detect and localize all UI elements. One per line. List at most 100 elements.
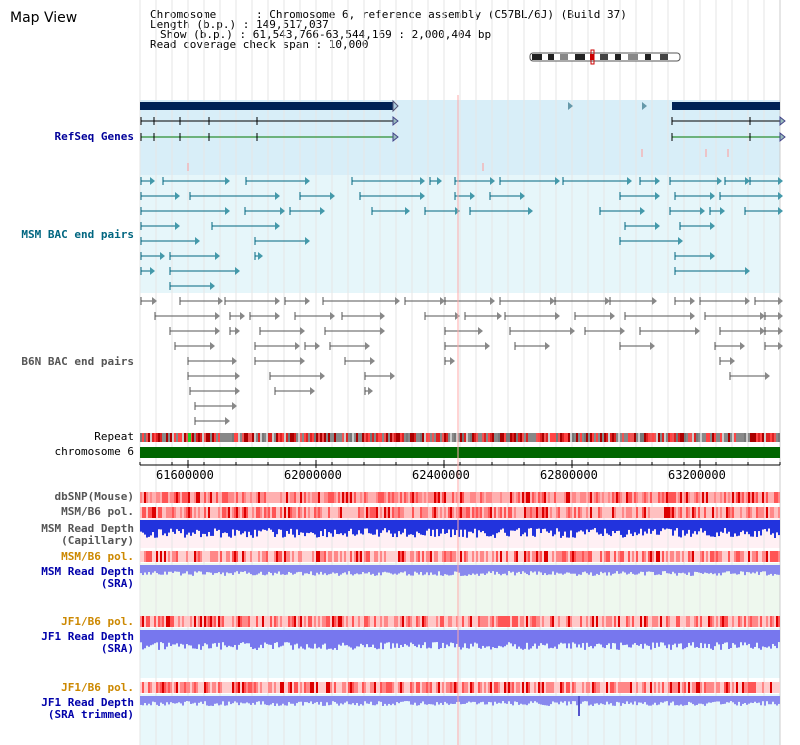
b6n-bac-label[interactable]: B6N BAC end pairs: [21, 355, 134, 368]
msm-depth-sra-label[interactable]: MSM Read Depth: [41, 565, 134, 578]
depth-bar: [678, 630, 680, 644]
depth-bar: [394, 696, 396, 706]
heat-cell: [262, 616, 264, 627]
heat-cell: [300, 616, 302, 627]
depth-bar: [246, 630, 248, 644]
depth-bar: [324, 520, 326, 530]
heat-cell: [620, 616, 622, 627]
heat-cell: [468, 507, 470, 518]
heat-cell: [268, 682, 270, 693]
heat-cell: [752, 682, 754, 693]
heat-cell: [508, 616, 510, 627]
heat-cell: [592, 682, 594, 693]
heat-cell: [144, 507, 146, 518]
heat-cell: [430, 492, 432, 503]
msm-pol-label-2[interactable]: MSM/B6 pol.: [61, 550, 134, 563]
heat-cell: [242, 551, 244, 562]
depth-bar: [612, 630, 614, 643]
chromosome-label: chromosome 6: [54, 445, 134, 458]
repeat-seg: [632, 433, 634, 442]
depth-bar: [218, 696, 220, 706]
depth-bar: [294, 565, 296, 574]
depth-bar: [544, 520, 546, 529]
heat-cell: [472, 492, 474, 503]
heat-cell: [222, 492, 224, 503]
depth-bar: [406, 565, 408, 576]
heat-cell: [172, 507, 174, 518]
msm-pol-label-1[interactable]: MSM/B6 pol.: [61, 505, 134, 518]
heat-cell: [146, 507, 148, 518]
b6n-bac-track[interactable]: [140, 297, 783, 425]
msm-bac-label[interactable]: MSM BAC end pairs: [21, 228, 134, 241]
heat-cell: [402, 507, 404, 518]
repeat-seg: [288, 433, 290, 442]
heat-cell: [580, 616, 582, 627]
heat-cell: [608, 492, 610, 503]
heat-cell: [206, 551, 208, 562]
refseq-genes-track[interactable]: [140, 99, 786, 171]
jf1-pol-label-2[interactable]: JF1/B6 pol.: [61, 681, 134, 694]
depth-bar: [256, 520, 258, 537]
chromosome-ideogram[interactable]: [529, 49, 681, 65]
depth-bar: [734, 696, 736, 705]
repeat-seg: [512, 433, 514, 442]
heat-cell: [614, 507, 616, 518]
depth-bar: [400, 565, 402, 573]
depth-bar: [224, 696, 226, 706]
heat-cell: [204, 507, 206, 518]
heat-cell: [584, 507, 586, 518]
heat-cell: [394, 682, 396, 693]
heat-cell: [512, 507, 514, 518]
repeat-seg: [186, 433, 188, 442]
heat-cell: [426, 682, 428, 693]
repeat-seg: [328, 433, 330, 442]
jf1-trim-label[interactable]: JF1 Read Depth: [41, 696, 134, 709]
depth-bar: [248, 520, 250, 532]
heat-cell: [746, 492, 748, 503]
heat-cell: [186, 492, 188, 503]
heat-cell: [670, 551, 672, 562]
depth-bar: [470, 520, 472, 532]
heat-cell: [222, 682, 224, 693]
depth-bar: [268, 696, 270, 706]
heat-cell: [456, 616, 458, 627]
depth-bar: [258, 630, 260, 648]
repeat-seg: [392, 433, 394, 442]
depth-bar: [444, 565, 446, 575]
bac-arrow: [652, 297, 657, 305]
depth-bar: [618, 520, 620, 531]
depth-bar: [612, 520, 614, 531]
dbsnp-label[interactable]: dbSNP(Mouse): [54, 490, 134, 503]
heat-cell: [672, 682, 674, 693]
heat-cell: [302, 492, 304, 503]
depth-bar: [156, 630, 158, 643]
depth-bar: [380, 565, 382, 576]
heat-cell: [680, 507, 682, 518]
msm-bac-track[interactable]: [140, 177, 783, 290]
depth-bar: [522, 520, 524, 535]
heat-cell: [290, 616, 292, 627]
heat-cell: [752, 616, 754, 627]
heat-cell: [158, 551, 160, 562]
refseq-label[interactable]: RefSeq Genes: [54, 130, 134, 143]
heat-cell: [426, 492, 428, 503]
heat-cell: [744, 507, 746, 518]
heat-cell: [622, 616, 624, 627]
heat-cell: [594, 507, 596, 518]
heat-cell: [616, 551, 618, 562]
heat-cell: [216, 507, 218, 518]
jf1-pol-label-1[interactable]: JF1/B6 pol.: [61, 615, 134, 628]
msm-depth-cap-label[interactable]: MSM Read Depth: [41, 522, 134, 535]
depth-bar: [374, 565, 376, 576]
depth-bar: [302, 696, 304, 706]
heat-cell: [372, 616, 374, 627]
depth-bar: [324, 565, 326, 574]
depth-bar: [380, 520, 382, 533]
heat-cell: [614, 616, 616, 627]
heat-cell: [748, 682, 750, 693]
jf1-depth-label[interactable]: JF1 Read Depth: [41, 630, 134, 643]
heat-cell: [744, 492, 746, 503]
depth-bar: [330, 520, 332, 534]
heat-cell: [152, 507, 154, 518]
